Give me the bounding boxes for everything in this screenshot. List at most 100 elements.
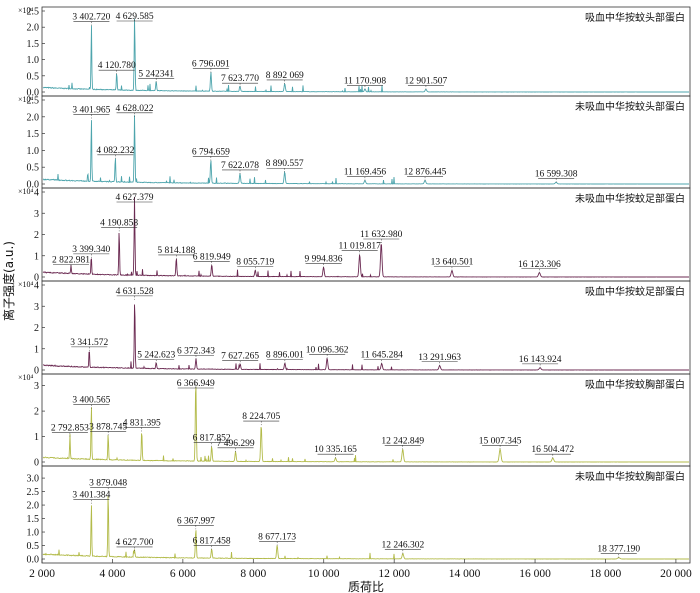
spectrum-panel-3: 0 1 2 3 4×10⁴ 4 631.528 3 341.572 5 242.623 6 37… — [18, 280, 691, 377]
peak-label: 7 623.770 — [221, 74, 259, 84]
peak-label: 4 831.395 — [123, 418, 161, 428]
spectrum-line — [42, 496, 689, 560]
peak-label: 6 817.852 — [193, 434, 231, 444]
peak-label: 6 372.343 — [177, 346, 215, 356]
peak-label: 5 242341 — [138, 69, 174, 79]
y-tick-label: 1 — [34, 251, 39, 262]
peak-label: 16 143.924 — [519, 355, 562, 365]
panel-title: 吸血中华按蚊足部蛋白 — [585, 285, 685, 298]
peak-label: 6 796.091 — [192, 60, 230, 70]
peak-label: 18 377.190 — [597, 545, 640, 555]
peak-label: 4 631.528 — [116, 287, 154, 297]
y-tick-label: 0 — [34, 273, 39, 284]
y-tick-label: 2.0 — [27, 23, 40, 34]
y-tick-label: 0.0 — [27, 180, 40, 191]
peak-label: 11 170.908 — [344, 76, 387, 86]
peak-label: 6 366.949 — [177, 379, 215, 389]
y-tick-label: 0.5 — [27, 163, 40, 174]
peak-label: 13 291.963 — [418, 353, 461, 363]
peak-label: 5 242.623 — [137, 351, 175, 361]
peak-label: 11 632.980 — [360, 230, 403, 240]
y-tick-label: 4 — [34, 188, 39, 199]
y-tick-label: 0 — [34, 458, 39, 469]
y-tick-label: 2.0 — [27, 501, 40, 512]
y-tick-label: 2.0 — [27, 112, 40, 123]
peak-label: 4 628.022 — [116, 104, 154, 114]
y-tick-label: 2 — [34, 230, 39, 241]
peak-label: 6 794.659 — [192, 147, 230, 157]
y-tick-label: 2.5 — [27, 7, 40, 18]
spectrum-line — [42, 115, 689, 185]
y-tick-label: 3 — [34, 381, 39, 392]
y-multiplier: ×10⁴ — [18, 280, 34, 289]
peak-label: 8 677.173 — [258, 533, 296, 543]
x-tick-label: 2 000 — [29, 568, 55, 580]
peak-label: 11 169.456 — [344, 168, 387, 178]
y-tick-label: 0.0 — [27, 555, 40, 566]
x-tick-label: 10 000 — [308, 568, 340, 580]
y-axis-title: 离子强度(a.u.) — [1, 241, 16, 321]
peak-label: 4 120.780 — [98, 61, 136, 71]
y-multiplier: ×10⁴ — [18, 6, 34, 15]
spectrum-panel-5: 0.0 0.5 1.0 1.5 2.0 2.5 3.0 3 879.048 3 401.384 4… — [27, 465, 691, 566]
peak-label: 6 817.458 — [193, 537, 231, 547]
peak-label: 4 082.232 — [96, 146, 134, 156]
panel-title: 吸血中华按蚊头部蛋白 — [585, 11, 685, 24]
peak-label: 4 627.379 — [116, 193, 154, 203]
peak-label: 3 401.965 — [72, 105, 110, 115]
y-tick-label: 0.5 — [27, 71, 40, 82]
peak-label: 8 055.719 — [236, 258, 274, 268]
panel-title: 吸血中华按蚊胸部蛋白 — [585, 378, 685, 391]
y-tick-label: 1 — [34, 432, 39, 443]
peak-label: 7 622.078 — [221, 161, 259, 171]
peak-label: 16 599.308 — [535, 169, 578, 179]
peak-label: 15 007.345 — [479, 436, 522, 446]
y-tick-label: 3.0 — [27, 474, 40, 485]
y-tick-label: 1.5 — [27, 39, 40, 50]
y-tick-label: 3 — [34, 302, 39, 313]
peak-label: 7 496.299 — [217, 439, 255, 449]
y-multiplier: ×10⁴ — [18, 373, 34, 382]
peak-label: 4 629.585 — [116, 12, 154, 22]
peak-label: 3 401.384 — [72, 491, 110, 501]
peak-label: 12 876.445 — [404, 168, 447, 178]
x-tick-label: 14 000 — [449, 568, 481, 580]
peak-label: 3 878.745 — [89, 422, 127, 432]
panel-frame — [41, 465, 691, 564]
peak-label: 8 890.557 — [266, 159, 304, 169]
peak-label: 12 246.302 — [381, 541, 424, 551]
peak-label: 11 645.284 — [360, 351, 403, 361]
peak-label: 4 190.858 — [100, 218, 138, 228]
y-tick-label: 2.5 — [27, 487, 40, 498]
x-tick-label: 8 000 — [240, 568, 266, 580]
y-multiplier: ×10⁴ — [18, 95, 34, 104]
y-tick-label: 4 — [34, 281, 39, 292]
y-tick-label: 1.5 — [27, 129, 40, 140]
peak-label: 10 335.165 — [314, 445, 357, 455]
spectrum-line — [42, 386, 689, 463]
y-tick-label: 0.0 — [27, 88, 40, 99]
peak-label: 2 792.853 — [51, 424, 89, 434]
y-tick-label: 2.5 — [27, 96, 40, 107]
y-tick-label: 1.0 — [27, 55, 40, 66]
peak-label: 9 994.836 — [305, 254, 343, 264]
x-tick-label: 16 000 — [519, 568, 551, 580]
peak-label: 4 627.700 — [116, 538, 154, 548]
peak-label: 6 819.949 — [193, 252, 231, 262]
y-tick-label: 1 — [34, 344, 39, 355]
peak-label: 3 400.565 — [72, 396, 110, 406]
x-tick-label: 4 000 — [99, 568, 125, 580]
y-tick-label: 3 — [34, 209, 39, 220]
y-multiplier: ×10⁴ — [18, 187, 34, 196]
peak-label: 3 341.572 — [70, 338, 108, 348]
y-tick-label: 0 — [34, 366, 39, 377]
x-tick-label: 20 000 — [660, 568, 692, 580]
peak-label: 16 123.306 — [518, 260, 561, 270]
x-tick-label: 6 000 — [170, 568, 196, 580]
spectrum-line — [42, 196, 689, 278]
spectrum-panel-1: 0.0 0.5 1.0 1.5 2.0 2.5×10⁴ 3 401.965 4 628.022… — [18, 95, 691, 191]
panel-title: 未吸血中华按蚊头部蛋白 — [575, 100, 685, 113]
y-tick-label: 1.0 — [27, 146, 40, 157]
peak-label: 10 096.362 — [306, 345, 349, 355]
